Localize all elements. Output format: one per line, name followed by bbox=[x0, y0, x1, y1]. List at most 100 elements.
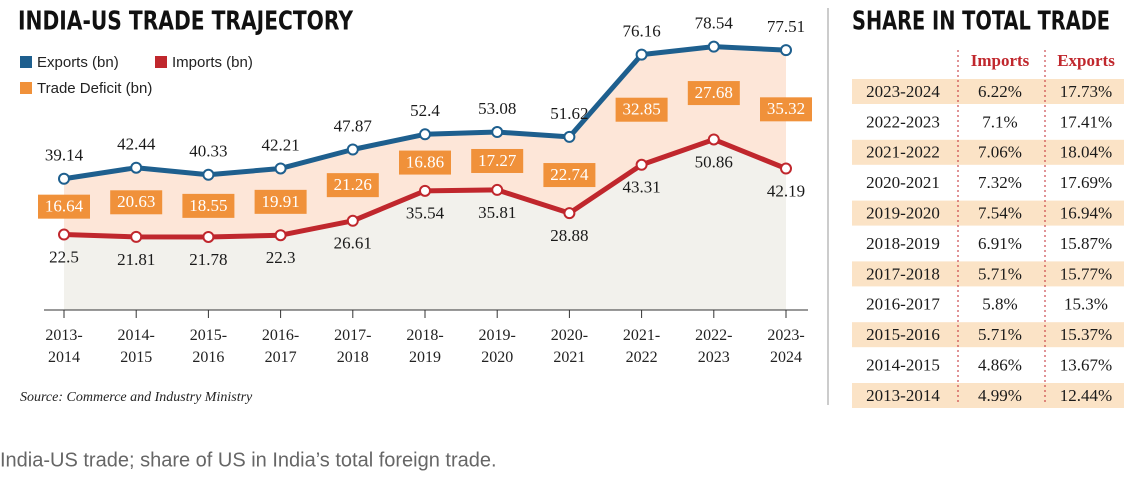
value-label: 42.19 bbox=[767, 181, 805, 200]
value-label: 35.81 bbox=[478, 203, 516, 222]
x-tick-label: 2013-2014 bbox=[45, 327, 82, 366]
point bbox=[346, 214, 359, 227]
legend-swatch bbox=[155, 56, 167, 68]
value-label: 47.87 bbox=[334, 116, 373, 135]
point bbox=[130, 230, 143, 243]
table-cell: 18.04% bbox=[1060, 143, 1112, 162]
value-label: 39.14 bbox=[45, 146, 84, 165]
deficit-label: 19.91 bbox=[261, 192, 299, 211]
table-cell: 7.32% bbox=[978, 173, 1022, 192]
table-cell: 15.37% bbox=[1060, 325, 1112, 344]
point bbox=[130, 161, 143, 174]
deficit-label: 18.55 bbox=[189, 196, 227, 215]
table-cell: 12.44% bbox=[1060, 386, 1112, 405]
deficit-label: 16.64 bbox=[45, 197, 84, 216]
table-cell: 2019-2020 bbox=[866, 204, 940, 223]
table-cell: 4.99% bbox=[978, 386, 1022, 405]
value-label: 52.4 bbox=[410, 101, 440, 120]
table-cell: 7.06% bbox=[978, 143, 1022, 162]
point bbox=[202, 230, 215, 243]
table-cell: 17.41% bbox=[1060, 112, 1112, 131]
x-tick-label: 2022-2023 bbox=[695, 327, 732, 366]
x-tick-label: 2021-2022 bbox=[623, 327, 660, 366]
table-cell: 2023-2024 bbox=[866, 82, 940, 101]
table-cell: 2022-2023 bbox=[866, 112, 940, 131]
row-shade bbox=[852, 383, 1124, 408]
value-label: 43.31 bbox=[622, 178, 660, 197]
table-header: Imports bbox=[971, 51, 1030, 70]
table-cell: 2016-2017 bbox=[866, 295, 940, 314]
value-label: 76.16 bbox=[622, 22, 660, 41]
caption: India-US trade; share of US in India’s t… bbox=[0, 449, 497, 471]
deficit-label: 17.27 bbox=[478, 151, 517, 170]
deficit-label: 32.85 bbox=[622, 100, 660, 119]
point bbox=[780, 162, 792, 175]
table-header: Exports bbox=[1057, 51, 1115, 70]
table-title: SHARE IN TOTAL TRADE bbox=[852, 7, 1110, 37]
point bbox=[274, 229, 287, 242]
value-label: 53.08 bbox=[478, 99, 516, 118]
value-label: 42.21 bbox=[261, 135, 299, 154]
value-label: 35.54 bbox=[406, 204, 445, 223]
point bbox=[780, 44, 792, 57]
deficit-label: 16.86 bbox=[406, 152, 444, 171]
point bbox=[346, 143, 359, 156]
legend-label: Exports (bn) bbox=[37, 54, 119, 71]
value-label: 51.62 bbox=[550, 104, 588, 123]
table-cell: 5.71% bbox=[978, 325, 1022, 344]
point bbox=[202, 168, 215, 181]
table-cell: 17.73% bbox=[1060, 82, 1112, 101]
table-cell: 2021-2022 bbox=[866, 143, 940, 162]
deficit-box bbox=[110, 190, 163, 215]
point bbox=[58, 172, 70, 185]
point bbox=[419, 128, 431, 141]
value-label: 21.81 bbox=[117, 250, 155, 269]
deficit-box bbox=[254, 189, 307, 214]
table-cell: 15.77% bbox=[1060, 264, 1112, 283]
x-tick-label: 2020-2021 bbox=[551, 327, 588, 366]
deficit-area bbox=[64, 46, 786, 237]
point bbox=[707, 40, 720, 53]
x-tick-label: 2019-2020 bbox=[479, 327, 516, 366]
deficit-box bbox=[38, 194, 90, 219]
point bbox=[707, 133, 720, 146]
row-shade bbox=[852, 322, 1124, 348]
deficit-label: 20.63 bbox=[117, 192, 155, 211]
value-label: 21.78 bbox=[189, 250, 227, 269]
table-cell: 5.8% bbox=[982, 295, 1017, 314]
point bbox=[58, 228, 70, 241]
plot-background bbox=[64, 139, 786, 310]
deficit-box bbox=[399, 150, 451, 175]
value-label: 42.44 bbox=[117, 135, 156, 154]
table-cell: 15.3% bbox=[1064, 295, 1108, 314]
value-label: 78.54 bbox=[695, 14, 734, 33]
table-cell: 2013-2014 bbox=[866, 386, 940, 405]
point bbox=[274, 162, 287, 175]
point bbox=[491, 126, 504, 139]
deficit-label: 27.68 bbox=[695, 83, 733, 102]
row-shade bbox=[852, 79, 1124, 104]
point bbox=[491, 183, 504, 196]
point bbox=[419, 184, 431, 197]
value-label: 26.61 bbox=[334, 234, 372, 253]
value-label: 22.5 bbox=[49, 247, 79, 266]
value-label: 22.3 bbox=[266, 248, 296, 267]
table-cell: 17.69% bbox=[1060, 173, 1112, 192]
legend-label: Trade Deficit (bn) bbox=[37, 80, 152, 97]
table-cell: 7.1% bbox=[982, 112, 1017, 131]
chart-title: INDIA-US TRADE TRAJECTORY bbox=[18, 7, 354, 37]
value-label: 28.88 bbox=[550, 226, 588, 245]
row-shade bbox=[852, 261, 1124, 287]
table-cell: 2014-2015 bbox=[866, 356, 940, 375]
table-cell: 13.67% bbox=[1060, 356, 1112, 375]
legend-swatch bbox=[20, 82, 32, 94]
deficit-label: 21.26 bbox=[334, 175, 372, 194]
deficit-box bbox=[471, 148, 524, 173]
table-cell: 2015-2016 bbox=[866, 325, 940, 344]
table-cell: 6.22% bbox=[978, 82, 1022, 101]
legend-label: Imports (bn) bbox=[172, 54, 253, 71]
row-shade bbox=[852, 139, 1124, 165]
point bbox=[563, 130, 576, 143]
